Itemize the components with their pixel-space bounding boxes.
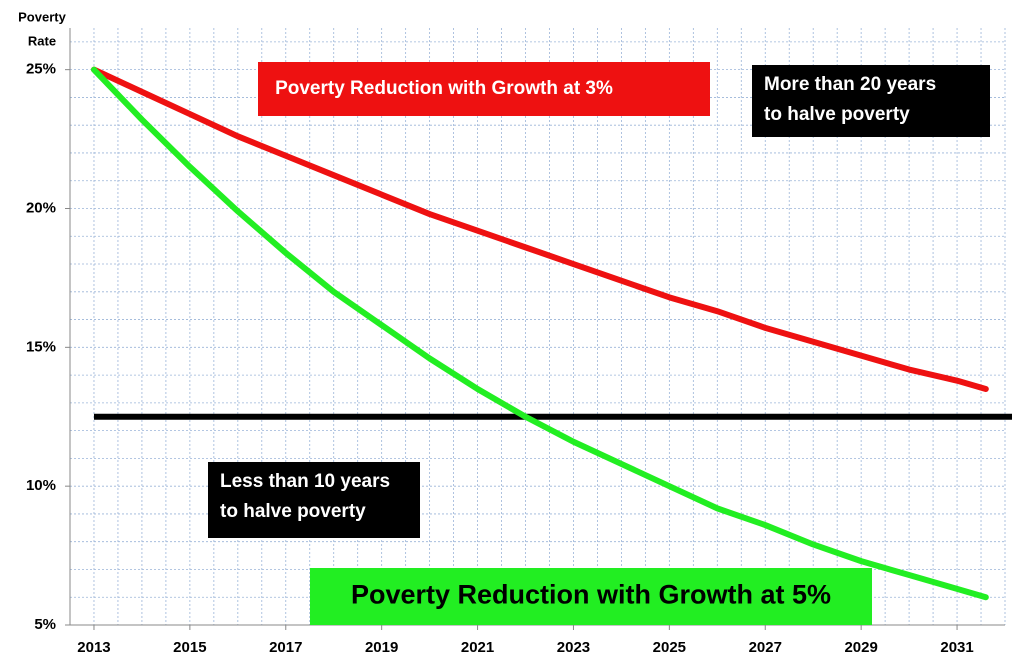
y-tick-label: 10% xyxy=(26,477,56,494)
annotation-box xyxy=(752,65,990,137)
series-line xyxy=(90,66,989,601)
x-tick-label: 2023 xyxy=(557,639,590,656)
annotation-text: to halve poverty xyxy=(220,501,366,522)
x-tick-label: 2013 xyxy=(77,639,110,656)
legend-label: Poverty Reduction with Growth at 3% xyxy=(275,78,613,99)
annotation-text: More than 20 years xyxy=(764,74,936,95)
annotation-text: Less than 10 years xyxy=(220,471,390,492)
y-tick-label: 5% xyxy=(34,616,56,633)
series-line xyxy=(90,66,989,392)
x-tick-label: 2017 xyxy=(269,639,302,656)
y-tick-label: 25% xyxy=(26,61,56,78)
x-tick-label: 2021 xyxy=(461,639,494,656)
legend-box xyxy=(258,62,710,116)
x-tick-label: 2015 xyxy=(173,639,206,656)
x-tick-label: 2031 xyxy=(940,639,973,656)
x-tick-label: 2019 xyxy=(365,639,398,656)
annotation-text: to halve poverty xyxy=(764,104,910,125)
y-tick-label: 20% xyxy=(26,199,56,216)
x-tick-label: 2029 xyxy=(844,639,877,656)
x-tick-label: 2025 xyxy=(653,639,686,656)
y-axis-label: Rate xyxy=(28,33,56,48)
annotation-box xyxy=(208,462,420,538)
legend-label: Poverty Reduction with Growth at 5% xyxy=(351,580,831,610)
legend-box xyxy=(310,568,872,625)
x-tick-label: 2027 xyxy=(749,639,782,656)
y-axis-label: Poverty xyxy=(18,9,66,24)
y-tick-label: 15% xyxy=(26,338,56,355)
